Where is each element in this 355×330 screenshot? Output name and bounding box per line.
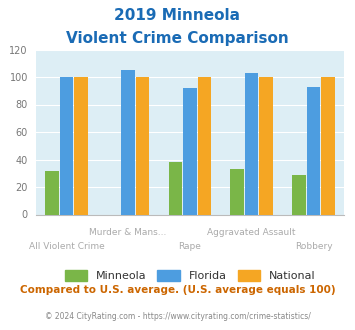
Bar — [230, 169, 244, 214]
Bar — [169, 162, 182, 214]
Text: © 2024 CityRating.com - https://www.cityrating.com/crime-statistics/: © 2024 CityRating.com - https://www.city… — [45, 312, 310, 321]
Bar — [121, 70, 135, 214]
Text: Compared to U.S. average. (U.S. average equals 100): Compared to U.S. average. (U.S. average … — [20, 285, 335, 295]
Bar — [260, 77, 273, 214]
Text: All Violent Crime: All Violent Crime — [28, 242, 104, 251]
Bar — [307, 86, 320, 214]
Bar — [245, 73, 258, 215]
Text: Murder & Mans...: Murder & Mans... — [89, 228, 167, 237]
Bar — [292, 175, 306, 215]
Text: 2019 Minneola: 2019 Minneola — [115, 8, 240, 23]
Bar — [321, 77, 335, 214]
Text: Rape: Rape — [179, 242, 201, 251]
Bar — [183, 88, 197, 214]
Text: Violent Crime Comparison: Violent Crime Comparison — [66, 31, 289, 46]
Bar — [45, 171, 59, 214]
Bar — [198, 77, 211, 214]
Text: Aggravated Assault: Aggravated Assault — [207, 228, 296, 237]
Bar — [60, 77, 73, 214]
Text: Robbery: Robbery — [295, 242, 332, 251]
Bar — [74, 77, 88, 214]
Bar — [136, 77, 149, 214]
Legend: Minneola, Florida, National: Minneola, Florida, National — [65, 270, 315, 281]
